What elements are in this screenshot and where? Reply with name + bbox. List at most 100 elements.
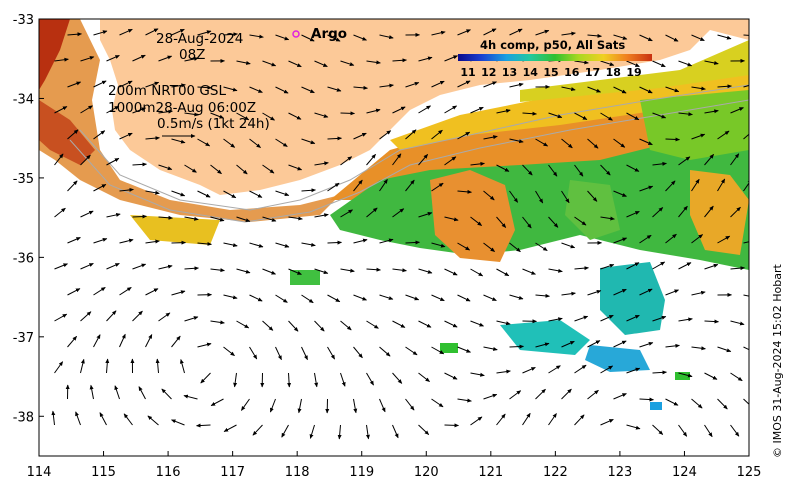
current-arrow bbox=[483, 294, 497, 302]
current-arrow bbox=[613, 138, 626, 148]
current-arrow bbox=[678, 372, 693, 378]
current-arrow bbox=[327, 86, 342, 92]
x-tick-label: 118 bbox=[285, 465, 310, 480]
current-arrow bbox=[353, 179, 363, 192]
current-arrow bbox=[587, 289, 602, 296]
current-arrow bbox=[171, 190, 186, 197]
current-arrow bbox=[106, 262, 120, 270]
current-arrow bbox=[366, 207, 378, 218]
plot-frame bbox=[38, 18, 750, 457]
current-arrow bbox=[184, 266, 199, 271]
current-arrow bbox=[652, 370, 667, 375]
x-axis: 114 115 116 117 118 119 120 121 122 123 124 125 bbox=[27, 451, 761, 480]
colorbar: 4h comp, p50, All Sats 11 12 13 14 15 16 17 18 1… bbox=[458, 38, 652, 79]
colorbar-tick-label: 17 bbox=[585, 66, 600, 79]
current-arrow bbox=[80, 154, 91, 166]
current-arrow bbox=[314, 112, 329, 118]
current-arrow bbox=[183, 394, 198, 400]
current-arrow bbox=[600, 418, 614, 426]
x-tick-label: 123 bbox=[607, 465, 632, 480]
current-arrow bbox=[327, 346, 336, 360]
current-arrow bbox=[54, 361, 64, 374]
current-arrow bbox=[301, 242, 316, 247]
current-arrow bbox=[652, 207, 664, 218]
current-arrow bbox=[483, 28, 497, 36]
copyright-text: © IMOS 31-Aug-2024 15:02 Hobart bbox=[771, 264, 784, 458]
current-arrow bbox=[717, 235, 731, 244]
current-arrow bbox=[704, 372, 718, 380]
current-arrow bbox=[665, 180, 676, 192]
colorbar-tick-label: 15 bbox=[543, 66, 558, 79]
current-arrow bbox=[444, 55, 458, 62]
current-arrow bbox=[639, 397, 654, 402]
current-arrow bbox=[210, 268, 225, 273]
current-arrow bbox=[106, 310, 117, 322]
current-arrow bbox=[353, 34, 367, 41]
x-tick-label: 121 bbox=[478, 465, 503, 480]
current-arrow bbox=[613, 288, 627, 296]
current-arrow bbox=[158, 215, 173, 220]
current-arrow bbox=[444, 105, 458, 114]
current-arrow bbox=[314, 213, 329, 218]
current-arrow bbox=[691, 398, 703, 409]
current-arrow bbox=[457, 346, 471, 353]
current-arrow bbox=[730, 424, 740, 437]
current-arrow bbox=[639, 138, 653, 146]
current-arrow bbox=[132, 214, 147, 219]
current-arrow bbox=[613, 237, 628, 244]
current-arrow bbox=[197, 342, 212, 348]
current-arrow bbox=[197, 85, 212, 90]
current-arrow bbox=[574, 364, 587, 374]
current-arrow bbox=[691, 34, 705, 42]
current-arrow bbox=[509, 294, 524, 300]
current-arrow bbox=[200, 372, 211, 384]
current-arrow bbox=[288, 320, 299, 332]
current-arrow bbox=[522, 164, 533, 176]
current-arrow bbox=[587, 138, 599, 149]
colorbar-tick-label: 12 bbox=[481, 66, 496, 79]
current-arrow bbox=[106, 157, 120, 166]
current-arrow bbox=[301, 188, 316, 193]
current-arrow bbox=[418, 154, 429, 166]
current-arrow bbox=[155, 358, 160, 374]
current-arrow bbox=[392, 372, 403, 384]
current-arrow bbox=[509, 28, 523, 36]
current-arrow bbox=[93, 334, 101, 348]
current-arrow bbox=[704, 60, 719, 65]
current-arrow bbox=[678, 205, 688, 218]
current-arrow bbox=[457, 80, 471, 88]
colorbar-tick-label: 13 bbox=[502, 66, 517, 79]
current-arrow bbox=[179, 359, 185, 374]
current-arrow bbox=[600, 314, 614, 322]
current-arrow bbox=[353, 132, 367, 140]
current-arrow bbox=[327, 294, 341, 303]
current-arrow bbox=[223, 424, 237, 432]
current-arrow bbox=[210, 164, 222, 175]
current-arrow bbox=[691, 346, 706, 351]
current-arrow bbox=[639, 86, 653, 94]
current-arrow bbox=[392, 424, 399, 439]
current-arrow bbox=[301, 138, 316, 145]
current-arrow bbox=[665, 289, 680, 296]
current-arrow bbox=[119, 333, 126, 348]
current-arrow bbox=[600, 60, 615, 66]
colorbar-title: 4h comp, p50, All Sats bbox=[480, 38, 625, 52]
current-arrow bbox=[297, 398, 302, 414]
colorbar-ramp bbox=[458, 54, 652, 61]
current-arrow bbox=[522, 268, 536, 275]
x-tick-label: 119 bbox=[349, 465, 374, 480]
x-tick-label: 115 bbox=[91, 465, 116, 480]
current-arrow bbox=[418, 424, 430, 435]
current-arrow bbox=[75, 411, 81, 426]
current-arrow bbox=[233, 372, 238, 388]
current-arrow bbox=[600, 112, 613, 121]
current-arrow bbox=[496, 268, 510, 277]
current-arrow bbox=[600, 216, 615, 221]
current-arrow bbox=[587, 389, 599, 400]
current-arrow bbox=[106, 105, 120, 114]
current-arrow bbox=[548, 112, 563, 119]
current-arrow bbox=[431, 242, 446, 248]
current-arrow bbox=[197, 190, 211, 198]
current-arrow bbox=[704, 109, 719, 114]
